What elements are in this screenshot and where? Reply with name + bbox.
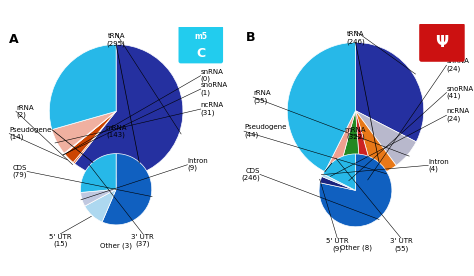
Wedge shape: [337, 111, 361, 179]
Wedge shape: [64, 111, 116, 154]
Wedge shape: [73, 111, 116, 164]
Wedge shape: [74, 44, 183, 178]
Text: Other (3): Other (3): [100, 243, 132, 249]
Text: tRNA
(295): tRNA (295): [107, 33, 126, 47]
Text: mRNA
(322): mRNA (322): [345, 127, 366, 140]
Text: 3' UTR
(37): 3' UTR (37): [131, 234, 154, 247]
Text: snoRNA
(41): snoRNA (41): [447, 86, 474, 99]
Wedge shape: [356, 111, 416, 165]
Wedge shape: [356, 111, 374, 179]
Text: A: A: [9, 33, 19, 46]
FancyBboxPatch shape: [179, 25, 223, 63]
Text: mRNA
(143): mRNA (143): [105, 124, 127, 138]
Text: ncRNA
(24): ncRNA (24): [447, 108, 470, 122]
Text: 5' UTR
(15): 5' UTR (15): [49, 234, 72, 247]
Text: ncRNA
(31): ncRNA (31): [201, 102, 224, 116]
Wedge shape: [356, 43, 424, 142]
Wedge shape: [64, 111, 116, 154]
Wedge shape: [81, 154, 116, 192]
Text: CDS
(79): CDS (79): [12, 165, 27, 178]
Text: CDS
(246): CDS (246): [241, 168, 260, 181]
Wedge shape: [102, 154, 152, 225]
Wedge shape: [323, 154, 356, 190]
Wedge shape: [356, 111, 396, 176]
Text: Pseudogene
(44): Pseudogene (44): [244, 124, 286, 138]
Wedge shape: [64, 111, 116, 163]
Text: Intron
(4): Intron (4): [428, 158, 449, 172]
Text: rRNA
(2): rRNA (2): [16, 105, 34, 118]
Text: tRNA
(246): tRNA (246): [346, 31, 365, 44]
Wedge shape: [319, 154, 392, 227]
Text: Other (8): Other (8): [339, 245, 372, 251]
Wedge shape: [52, 111, 116, 153]
Wedge shape: [320, 176, 356, 190]
Text: B: B: [246, 31, 256, 44]
Wedge shape: [81, 189, 116, 206]
Text: snRNA
(24): snRNA (24): [447, 59, 469, 72]
Text: Intron
(9): Intron (9): [187, 158, 208, 171]
Text: Pseudogene
(14): Pseudogene (14): [9, 127, 52, 140]
Text: 3' UTR
(55): 3' UTR (55): [390, 238, 412, 252]
Text: snoRNA
(1): snoRNA (1): [201, 82, 228, 96]
Text: snRNA
(0): snRNA (0): [201, 69, 224, 82]
Wedge shape: [287, 43, 356, 172]
Text: Ψ: Ψ: [436, 35, 448, 50]
Text: 5' UTR
(9): 5' UTR (9): [326, 238, 348, 252]
Wedge shape: [322, 174, 356, 190]
Text: C: C: [196, 47, 205, 60]
Wedge shape: [85, 189, 116, 222]
Text: rRNA
(55): rRNA (55): [253, 90, 271, 104]
Wedge shape: [49, 44, 116, 130]
FancyBboxPatch shape: [419, 23, 465, 62]
Text: m5: m5: [194, 32, 207, 41]
Wedge shape: [325, 111, 356, 177]
